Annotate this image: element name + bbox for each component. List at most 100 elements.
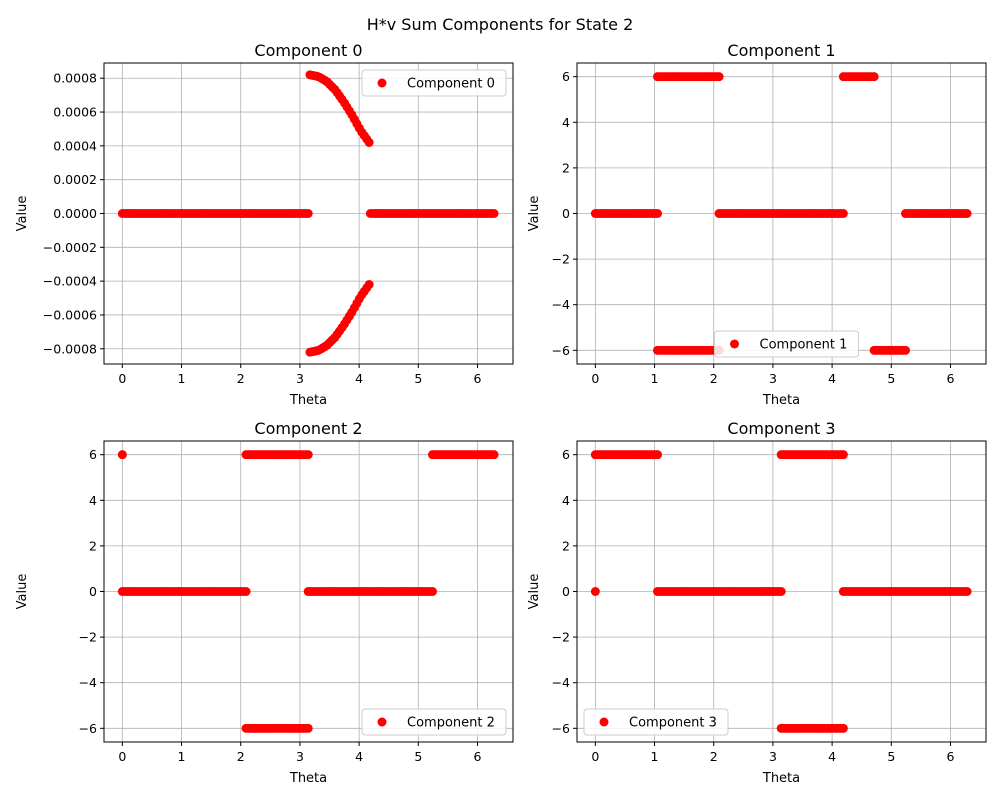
legend-box [714, 330, 859, 358]
legend-label: Component 1 [760, 338, 848, 353]
y-tick-label: 0 [562, 206, 570, 221]
y-tick-label: −0.0004 [43, 274, 97, 289]
x-tick-label: 0 [118, 749, 126, 764]
y-tick-label: 2 [562, 160, 570, 175]
y-tick-label: −6 [552, 721, 570, 736]
y-tick-label: −0.0006 [43, 307, 97, 322]
y-tick-label: 0 [562, 584, 570, 599]
x-tick-label: 4 [355, 749, 363, 764]
x-tick-label: 6 [474, 371, 482, 386]
data-point [489, 450, 499, 460]
x-axis-label: Theta [762, 393, 800, 408]
x-tick-label: 4 [828, 749, 836, 764]
data-point [838, 450, 848, 460]
legend-label: Component 3 [629, 716, 717, 731]
x-tick-label: 6 [947, 749, 955, 764]
data-points [117, 70, 499, 357]
y-tick-label: 4 [562, 493, 570, 508]
x-tick-label: 5 [414, 749, 422, 764]
x-tick-label: 2 [237, 749, 245, 764]
legend-marker [377, 78, 387, 88]
legend: Component 2 [361, 708, 507, 736]
legend-marker [730, 339, 739, 349]
y-tick-label: −2 [552, 630, 570, 645]
y-tick-label: −0.0008 [43, 341, 97, 356]
x-axis-label: Theta [289, 393, 327, 408]
data-point [962, 209, 972, 218]
data-point [901, 345, 911, 355]
data-points [590, 450, 972, 733]
y-tick-label: 2 [89, 538, 97, 553]
legend-label: Component 2 [407, 716, 495, 731]
x-axis-label: Theta [762, 771, 800, 786]
y-tick-label: 6 [562, 69, 570, 84]
x-tick-label: 6 [947, 371, 955, 386]
y-axis-label: Value [15, 574, 30, 610]
y-tick-label: 0.0006 [53, 105, 97, 120]
data-point [652, 450, 662, 460]
legend: Component 1 [714, 330, 859, 358]
y-axis-label: Value [527, 196, 542, 232]
data-points [117, 450, 499, 733]
y-tick-label: 0.0008 [53, 71, 97, 86]
y-tick-label: 4 [562, 115, 570, 130]
y-tick-label: −6 [79, 721, 97, 736]
data-point [838, 723, 848, 733]
x-tick-label: 0 [591, 371, 599, 386]
y-axis-label: Value [527, 574, 542, 610]
x-tick-label: 0 [591, 749, 599, 764]
legend-marker [377, 717, 387, 727]
data-point [489, 209, 499, 218]
subplot-title: Component 0 [254, 41, 362, 60]
data-point [714, 72, 724, 82]
data-points [590, 72, 972, 355]
y-tick-label: −6 [552, 343, 570, 358]
subplot-title: Component 1 [727, 41, 835, 60]
figure-suptitle: H*v Sum Components for State 2 [367, 15, 634, 34]
x-tick-label: 2 [710, 749, 718, 764]
y-axis-label: Value [15, 196, 30, 232]
x-tick-label: 6 [474, 749, 482, 764]
x-tick-label: 2 [710, 371, 718, 386]
subplot-title: Component 2 [254, 419, 362, 438]
data-point [303, 723, 313, 733]
y-tick-label: −4 [552, 297, 570, 312]
data-point [241, 587, 251, 596]
data-point [364, 137, 374, 147]
data-point [364, 280, 374, 290]
data-point [428, 587, 438, 596]
y-tick-label: −0.0002 [43, 240, 97, 255]
legend-label: Component 0 [407, 77, 495, 92]
y-tick-label: −2 [552, 252, 570, 267]
x-tick-label: 5 [887, 749, 895, 764]
y-tick-label: 0.0000 [53, 206, 97, 221]
y-tick-label: 6 [89, 447, 97, 462]
x-tick-label: 3 [296, 749, 304, 764]
x-tick-label: 3 [296, 371, 304, 386]
legend-box [583, 708, 729, 736]
legend: Component 3 [583, 708, 729, 736]
y-tick-label: 0 [89, 584, 97, 599]
x-tick-label: 3 [769, 371, 777, 386]
y-tick-label: −2 [79, 630, 97, 645]
data-point [776, 587, 786, 596]
x-tick-label: 1 [178, 749, 186, 764]
y-tick-label: 0.0002 [53, 172, 97, 187]
subplot-title: Component 3 [727, 419, 835, 438]
data-point [303, 450, 313, 460]
x-tick-label: 4 [828, 371, 836, 386]
y-tick-label: 6 [562, 447, 570, 462]
x-tick-label: 5 [414, 371, 422, 386]
data-point [869, 72, 879, 82]
x-tick-label: 4 [355, 371, 363, 386]
y-tick-label: 4 [89, 493, 97, 508]
subplot-component-3: 0 1 2 3 4 5 6 −6 −4 −2 0 2 4 6 Component 3 Theta Value Co… [527, 419, 987, 786]
subplot-component-2: 0 1 2 3 4 5 6 −6 −4 −2 0 2 4 6 Component 2 Theta Value Co… [15, 419, 514, 786]
y-tick-label: −4 [79, 675, 97, 690]
data-point [962, 587, 972, 596]
y-tick-label: 0.0004 [53, 138, 97, 153]
legend-marker [599, 717, 609, 727]
x-tick-label: 0 [118, 371, 126, 386]
subplot-component-1: 0 1 2 3 4 5 6 −6 −4 −2 0 2 4 6 Component 1 Theta Value Co… [527, 41, 987, 408]
